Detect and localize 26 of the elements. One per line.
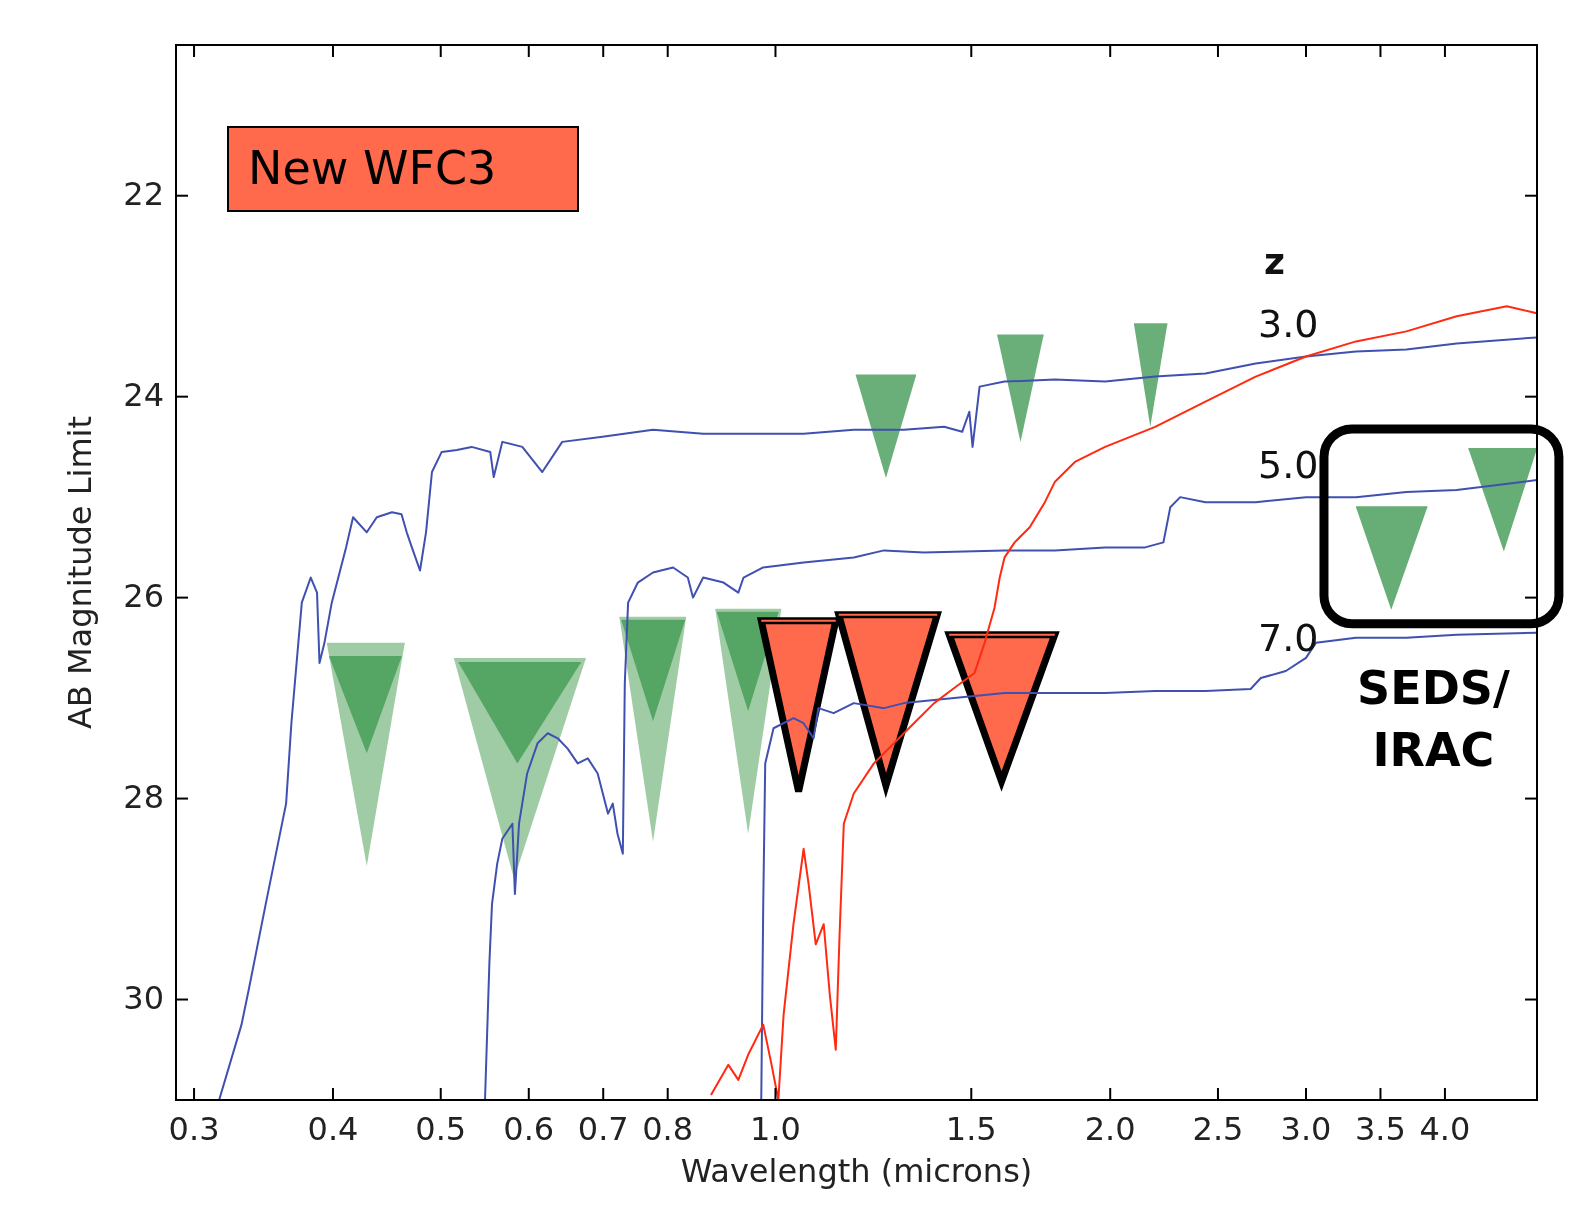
y-tick-label: 30: [123, 978, 164, 1017]
annotation: New WFC3: [248, 140, 497, 195]
x-tick-label: 0.6: [503, 1110, 555, 1148]
x-tick-label: 0.4: [307, 1110, 359, 1148]
x-tick-label: 0.3: [168, 1110, 220, 1148]
x-tick-label: 3.0: [1280, 1110, 1332, 1148]
x-tick-label: 4.0: [1419, 1110, 1471, 1148]
x-tick-label: 0.7: [577, 1110, 629, 1148]
x-axis-title: Wavelength (microns): [680, 1152, 1033, 1190]
y-tick-label: 28: [123, 777, 164, 816]
annotation: 7.0: [1258, 616, 1319, 661]
x-tick-label: 2.5: [1192, 1110, 1244, 1148]
y-tick-label: 22: [123, 174, 164, 213]
x-tick-label: 3.5: [1355, 1110, 1406, 1148]
y-tick-label: 24: [123, 375, 164, 414]
x-tick-label: 0.5: [415, 1110, 467, 1148]
annotation: 3.0: [1258, 301, 1319, 346]
x-tick-label: 1.5: [945, 1110, 997, 1148]
annotation: 5.0: [1258, 442, 1319, 487]
x-tick-label: 0.8: [642, 1110, 694, 1148]
y-axis-title: AB Magnitude Limit: [61, 415, 99, 730]
y-tick-label: 26: [123, 576, 164, 615]
x-tick-label: 2.0: [1084, 1110, 1136, 1148]
annotation: z: [1264, 241, 1285, 283]
annotation: SEDS/IRAC: [1357, 660, 1510, 777]
x-tick-label: 1.0: [750, 1110, 801, 1148]
